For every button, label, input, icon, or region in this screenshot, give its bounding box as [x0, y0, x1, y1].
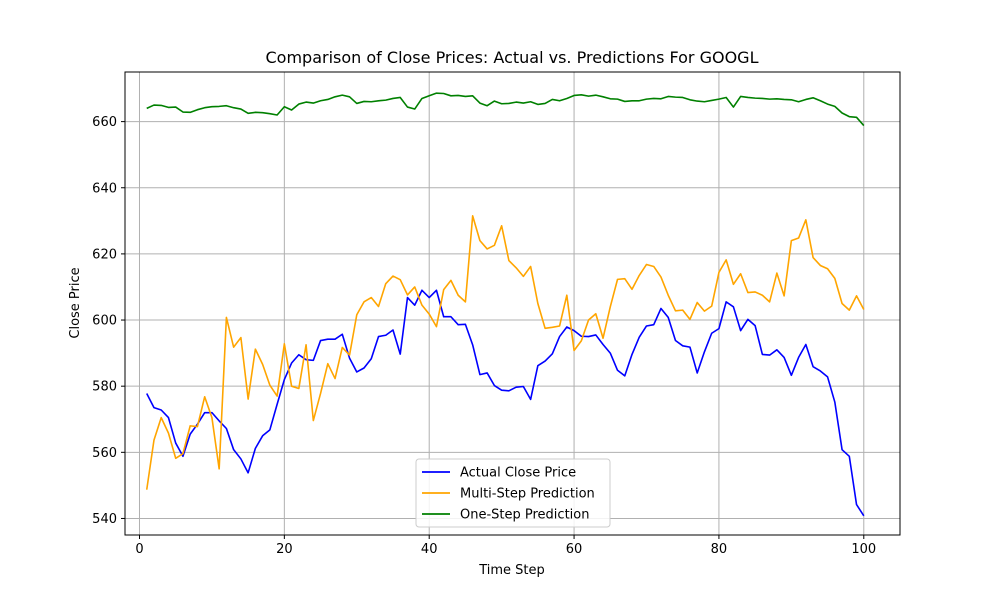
y-tick-label: 600: [92, 314, 117, 329]
legend-label: Actual Close Price: [460, 466, 576, 481]
y-tick-label: 640: [92, 181, 117, 196]
legend-label: One-Step Prediction: [460, 508, 589, 523]
y-tick-label: 540: [92, 512, 117, 527]
x-tick-label: 60: [566, 542, 583, 557]
legend: Actual Close Price Multi-Step Prediction O…: [415, 458, 611, 528]
series-line-one-step-prediction: [146, 92, 865, 127]
y-tick-label: 620: [92, 247, 117, 262]
x-tick-label: 40: [421, 542, 438, 557]
legend-label: Multi-Step Prediction: [460, 487, 595, 502]
x-tick-label: 100: [851, 542, 876, 557]
chart-title: Comparison of Close Prices: Actual vs. P…: [266, 48, 759, 67]
plot-frame: [124, 71, 901, 536]
x-tick-label: 0: [135, 542, 143, 557]
y-tick-label: 660: [92, 115, 117, 130]
x-tick-label: 20: [276, 542, 293, 557]
x-axis-label: Time Step: [478, 563, 545, 578]
y-tick-label: 560: [92, 446, 117, 461]
plot-area: [125, 72, 900, 535]
legend-box: [415, 458, 611, 528]
series-line-actual-close-price: [146, 289, 865, 517]
axis-ticks: 0 20 40 60 80 100 540 560 580 600 620 640 660: [92, 115, 876, 557]
y-tick-label: 580: [92, 380, 117, 395]
y-axis-label: Close Price: [68, 267, 83, 338]
x-tick-label: 80: [711, 542, 728, 557]
series-lines: [145, 92, 865, 517]
series-line-multi-step-prediction: [145, 215, 865, 490]
